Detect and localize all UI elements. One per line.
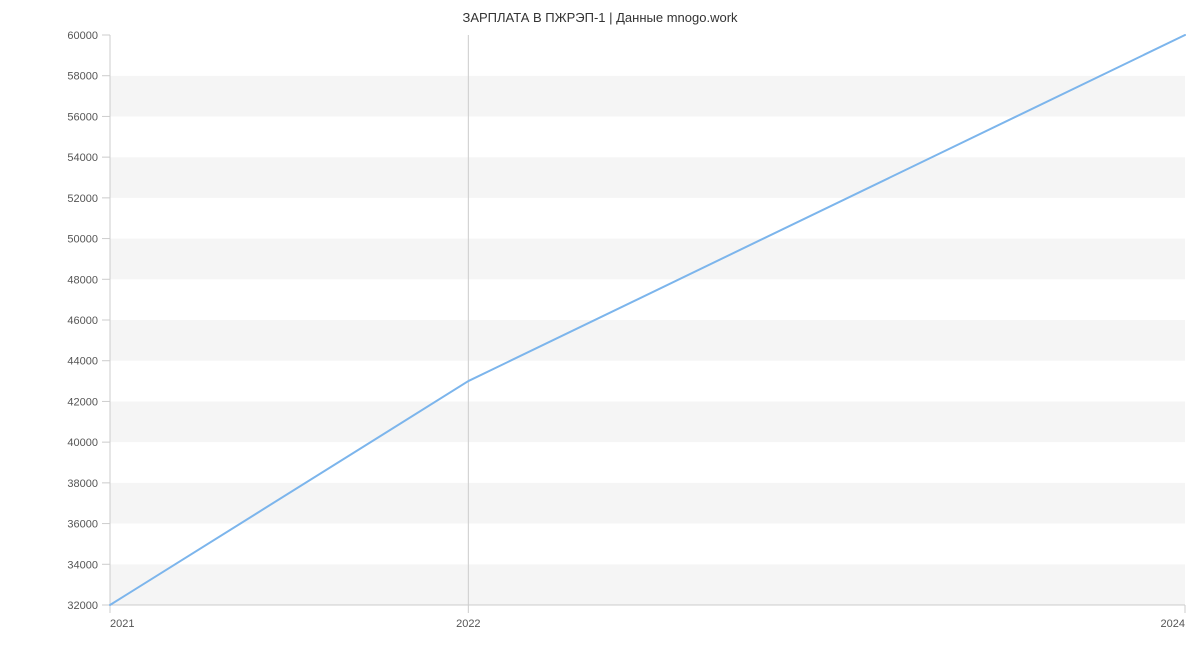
salary-chart: ЗАРПЛАТА В ПЖРЭП-1 | Данные mnogo.work 3…	[0, 0, 1200, 650]
svg-text:40000: 40000	[67, 437, 98, 449]
svg-text:2022: 2022	[456, 618, 480, 630]
svg-text:2021: 2021	[110, 618, 134, 630]
svg-text:48000: 48000	[67, 274, 98, 286]
svg-text:60000: 60000	[67, 30, 98, 42]
svg-text:56000: 56000	[67, 111, 98, 123]
svg-text:58000: 58000	[67, 71, 98, 83]
svg-text:46000: 46000	[67, 315, 98, 327]
svg-text:32000: 32000	[67, 600, 98, 612]
svg-text:42000: 42000	[67, 396, 98, 408]
svg-text:44000: 44000	[67, 356, 98, 368]
svg-text:36000: 36000	[67, 519, 98, 531]
svg-text:50000: 50000	[67, 234, 98, 246]
svg-text:34000: 34000	[67, 559, 98, 571]
chart-svg: 32000 34000 36000 38000 40000 42000 44000 46000…	[0, 0, 1200, 650]
svg-text:54000: 54000	[67, 152, 98, 164]
svg-text:2024: 2024	[1161, 618, 1185, 630]
svg-text:38000: 38000	[67, 478, 98, 490]
svg-text:52000: 52000	[67, 193, 98, 205]
